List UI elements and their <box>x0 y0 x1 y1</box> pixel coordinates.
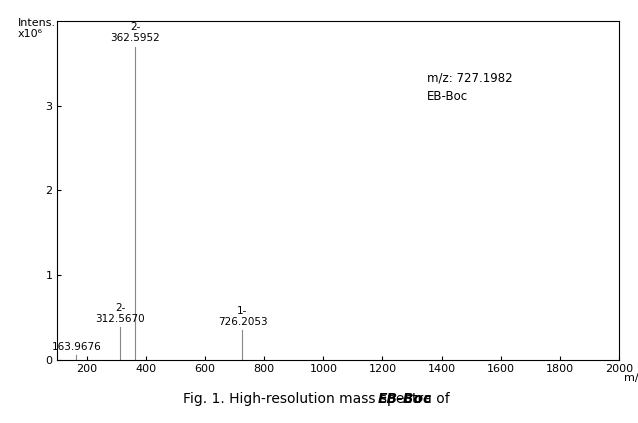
Text: 2-: 2- <box>115 303 126 313</box>
Text: Fig. 1. High-resolution mass spectra of: Fig. 1. High-resolution mass spectra of <box>184 392 454 406</box>
Text: m/z: 727.1982
EB-Boc: m/z: 727.1982 EB-Boc <box>427 72 512 103</box>
Text: 2-: 2- <box>130 22 140 32</box>
Text: EB-Boc: EB-Boc <box>378 392 433 406</box>
Text: 1-: 1- <box>237 305 248 316</box>
Text: 362.5952: 362.5952 <box>110 33 160 43</box>
Text: m/z: m/z <box>625 373 638 383</box>
Text: 312.5670: 312.5670 <box>96 314 145 324</box>
Text: 163.9676: 163.9676 <box>52 342 101 352</box>
Text: Intens.
x10⁶: Intens. x10⁶ <box>18 18 56 39</box>
Text: 726.2053: 726.2053 <box>218 316 267 327</box>
